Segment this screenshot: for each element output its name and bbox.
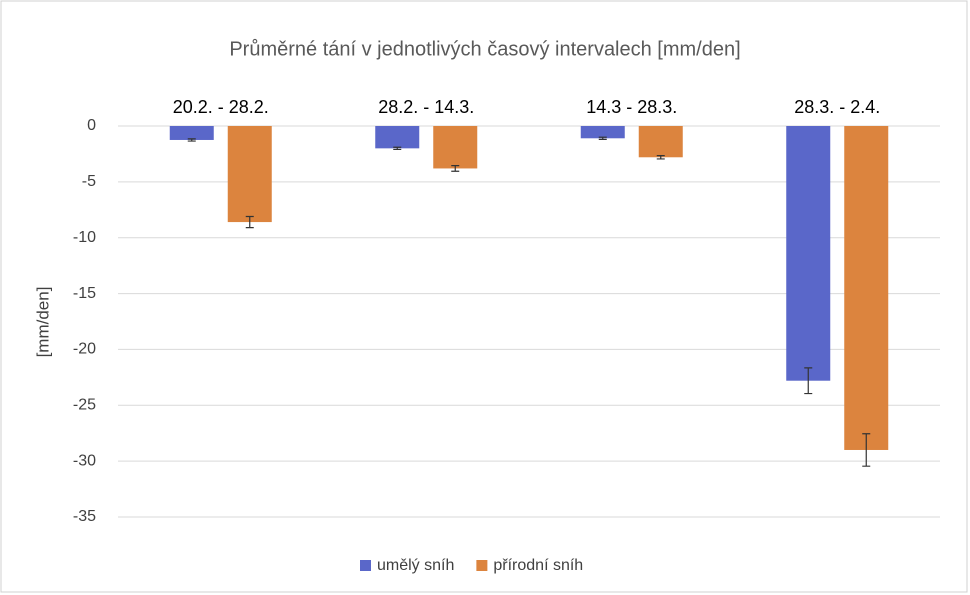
error-bar [804, 367, 813, 395]
bar [638, 126, 683, 158]
y-tick-label: 0 [87, 117, 96, 134]
category-label: 28.2. - 14.3. [378, 97, 474, 117]
legend-swatch [476, 560, 488, 571]
legend-label: přírodní sníh [493, 557, 583, 574]
bar [227, 126, 272, 223]
y-tick-label: -20 [73, 341, 96, 358]
legend-label: umělý sníh [377, 557, 454, 574]
bar [375, 126, 420, 149]
category-label: 28.3. - 2.4. [794, 97, 880, 117]
y-tick-label: -30 [73, 452, 96, 469]
bar [844, 126, 889, 450]
bar [433, 126, 478, 169]
y-tick-label: -25 [73, 397, 96, 414]
y-tick-label: -15 [73, 285, 96, 302]
bar [169, 126, 214, 140]
error-bar [187, 138, 196, 142]
error-bar [862, 433, 871, 467]
error-bar [451, 165, 460, 172]
legend-swatch [360, 560, 371, 571]
y-tick-label: -10 [73, 229, 96, 246]
error-bar [393, 146, 402, 151]
y-tick-label: -5 [82, 173, 96, 190]
category-label: 14.3 - 28.3. [586, 97, 677, 117]
error-bar [598, 136, 607, 141]
error-bar [245, 215, 254, 229]
error-bar [656, 155, 665, 160]
bar [580, 126, 625, 139]
y-tick-label: -35 [73, 508, 96, 525]
chart-title: Průměrné tání v jednotlivých časový inte… [229, 38, 740, 60]
category-label: 20.2. - 28.2. [173, 97, 269, 117]
y-axis-label: [mm/den] [33, 287, 52, 358]
bar [786, 126, 831, 381]
